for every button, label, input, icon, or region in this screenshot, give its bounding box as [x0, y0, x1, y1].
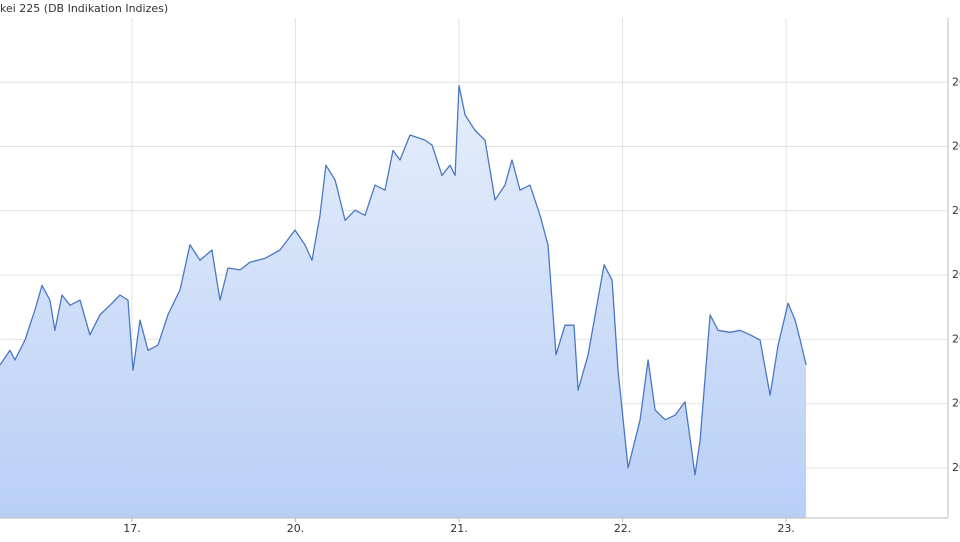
chart-title: kei 225 (DB Indikation Indizes) [0, 2, 168, 15]
y-tick-label: 20 [952, 75, 960, 88]
x-tick-label: 17. [123, 522, 141, 535]
y-tick-label: 20 [952, 204, 960, 217]
area [0, 85, 807, 518]
x-tick-label: 20. [287, 522, 305, 535]
y-tick-label: 20 [952, 268, 960, 281]
y-tick-label: 20 [952, 140, 960, 153]
y-tick-label: 20 [952, 397, 960, 410]
x-tick-label: 23. [777, 522, 795, 535]
line [0, 84, 807, 476]
x-tick-label: 22. [614, 522, 632, 535]
x-tick-label: 21. [450, 522, 468, 535]
y-tick-label: 20 [952, 461, 960, 474]
y-tick-label: 20 [952, 332, 960, 345]
